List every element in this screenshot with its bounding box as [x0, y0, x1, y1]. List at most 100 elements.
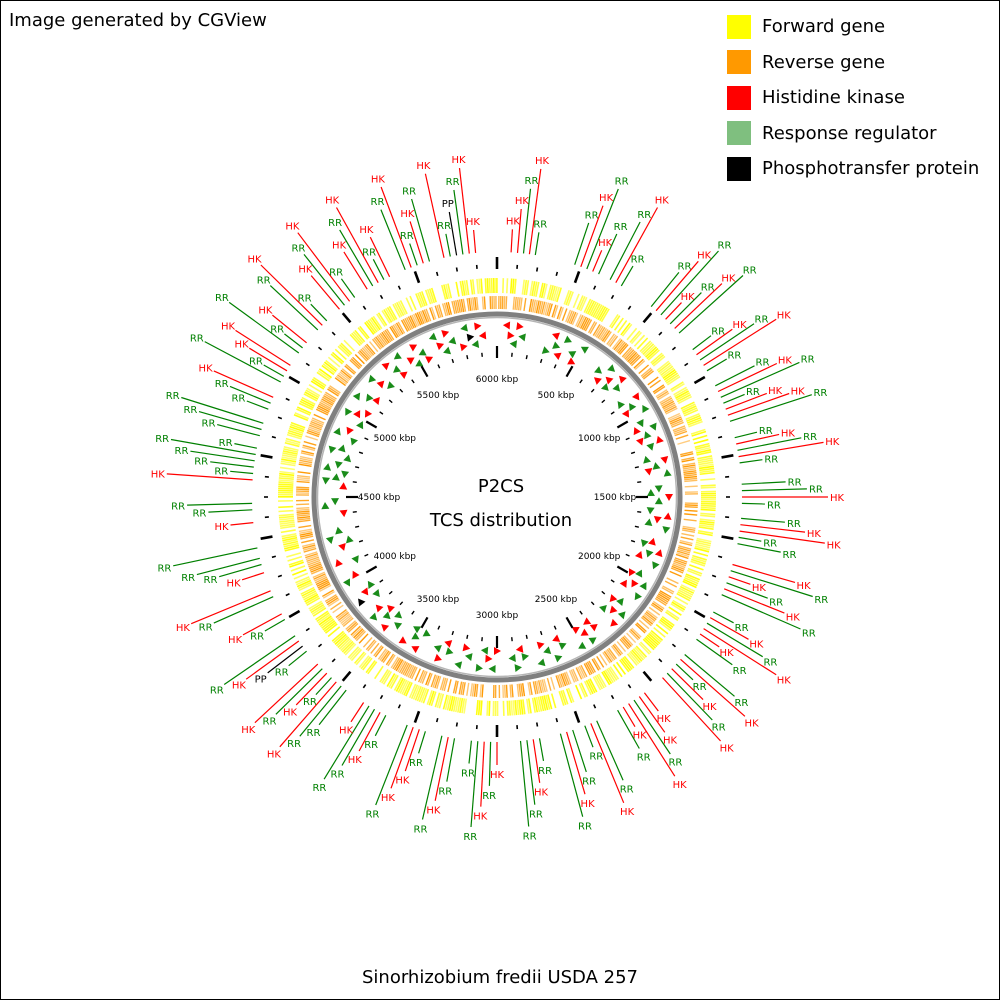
- forward-gene: [629, 650, 641, 664]
- reverse-gene: [434, 305, 440, 319]
- forward-gene: [658, 620, 671, 632]
- rr-label: RR: [194, 457, 208, 468]
- outer-tick: [317, 643, 323, 648]
- reverse-gene: [337, 374, 349, 384]
- reverse-gene: [313, 573, 326, 580]
- forward-gene: [604, 669, 614, 684]
- reverse-gene: [365, 639, 376, 651]
- reverse-gene: [472, 297, 476, 311]
- reverse-gene: [400, 319, 409, 332]
- forward-gene: [576, 295, 584, 310]
- forward-gene: [306, 387, 321, 397]
- reverse-gene: [309, 422, 323, 429]
- reverse-gene: [460, 681, 465, 695]
- forward-gene: [337, 636, 350, 649]
- rr-label: RR: [307, 728, 321, 739]
- rr-marker: [464, 653, 473, 661]
- forward-gene: [628, 652, 640, 665]
- forward-gene: [416, 686, 424, 702]
- rr-callout-line: [675, 663, 694, 681]
- rr-marker: [568, 351, 577, 359]
- hk-callout-line: [242, 613, 282, 636]
- reverse-gene: [642, 370, 654, 380]
- rr-marker: [341, 470, 350, 479]
- forward-gene: [593, 304, 603, 319]
- forward-gene: [298, 583, 313, 592]
- tick-label: 2500 kbp: [535, 595, 578, 605]
- hk-callout-line: [732, 563, 796, 583]
- hk-label: HK: [235, 340, 250, 351]
- inner-tick: [365, 420, 378, 429]
- hk-label: HK: [598, 238, 613, 249]
- rr-label: RR: [287, 739, 301, 750]
- reverse-gene: [475, 296, 479, 311]
- hk-callout-line: [671, 668, 704, 701]
- inner-tick: [411, 379, 415, 384]
- forward-gene: [644, 637, 657, 649]
- outer-tick: [455, 267, 459, 272]
- outer-tick: [535, 267, 539, 272]
- forward-gene: [545, 694, 551, 710]
- reverse-gene: [337, 611, 350, 622]
- forward-gene: [696, 451, 712, 456]
- hk-callout-line: [235, 329, 291, 366]
- forward-gene: [700, 478, 716, 481]
- hk-callout-line: [516, 208, 522, 253]
- forward-gene: [308, 384, 323, 394]
- reverse-gene: [546, 303, 552, 316]
- hk-label: HK: [702, 702, 717, 713]
- reverse-gene: [681, 529, 696, 533]
- reverse-gene: [466, 298, 470, 312]
- forward-gene: [626, 327, 638, 341]
- reverse-gene: [447, 301, 453, 315]
- rr-label: RR: [438, 787, 452, 798]
- rr-label: RR: [157, 564, 171, 575]
- reverse-gene: [520, 683, 524, 697]
- outer-tick: [341, 670, 352, 682]
- forward-gene: [323, 621, 337, 633]
- reverse-gene: [665, 407, 678, 415]
- pp-callout-line: [448, 211, 458, 256]
- rr-marker: [393, 352, 402, 360]
- rr-label: RR: [743, 266, 757, 277]
- forward-gene: [279, 466, 295, 471]
- rr-marker: [537, 658, 546, 667]
- reverse-gene: [296, 508, 310, 512]
- forward-gene: [579, 296, 588, 312]
- reverse-gene: [354, 629, 365, 640]
- rr-marker: [558, 642, 567, 650]
- reverse-gene: [594, 324, 603, 337]
- rr-marker: [654, 485, 663, 493]
- forward-gene: [302, 590, 317, 599]
- forward-gene: [300, 398, 315, 407]
- forward-gene: [279, 523, 295, 527]
- outer-tick: [658, 331, 663, 336]
- hk-marker: [536, 641, 545, 650]
- forward-gene: [595, 305, 605, 320]
- reverse-gene: [586, 661, 595, 674]
- hk-marker: [619, 375, 627, 384]
- forward-gene: [523, 279, 528, 295]
- forward-gene: [280, 525, 296, 530]
- rr-marker: [580, 346, 589, 354]
- forward-gene: [424, 289, 432, 305]
- forward-gene: [698, 461, 714, 466]
- forward-gene: [639, 641, 652, 654]
- forward-gene: [310, 380, 325, 390]
- reverse-gene: [418, 311, 425, 325]
- hk-label: HK: [298, 265, 313, 276]
- rr-label: RR: [678, 261, 692, 272]
- hk-callout-line: [665, 302, 682, 320]
- outer-tick: [305, 362, 310, 367]
- rr-callout-line: [217, 424, 260, 437]
- forward-gene: [682, 405, 697, 413]
- reverse-gene: [560, 673, 567, 687]
- forward-gene: [512, 700, 516, 716]
- forward-gene: [683, 407, 698, 415]
- reverse-gene: [527, 682, 531, 696]
- forward-gene: [533, 281, 538, 297]
- rr-callout-line: [315, 677, 332, 696]
- hk-callout-line: [343, 251, 368, 290]
- hk-marker: [411, 646, 420, 654]
- forward-gene: [691, 430, 707, 437]
